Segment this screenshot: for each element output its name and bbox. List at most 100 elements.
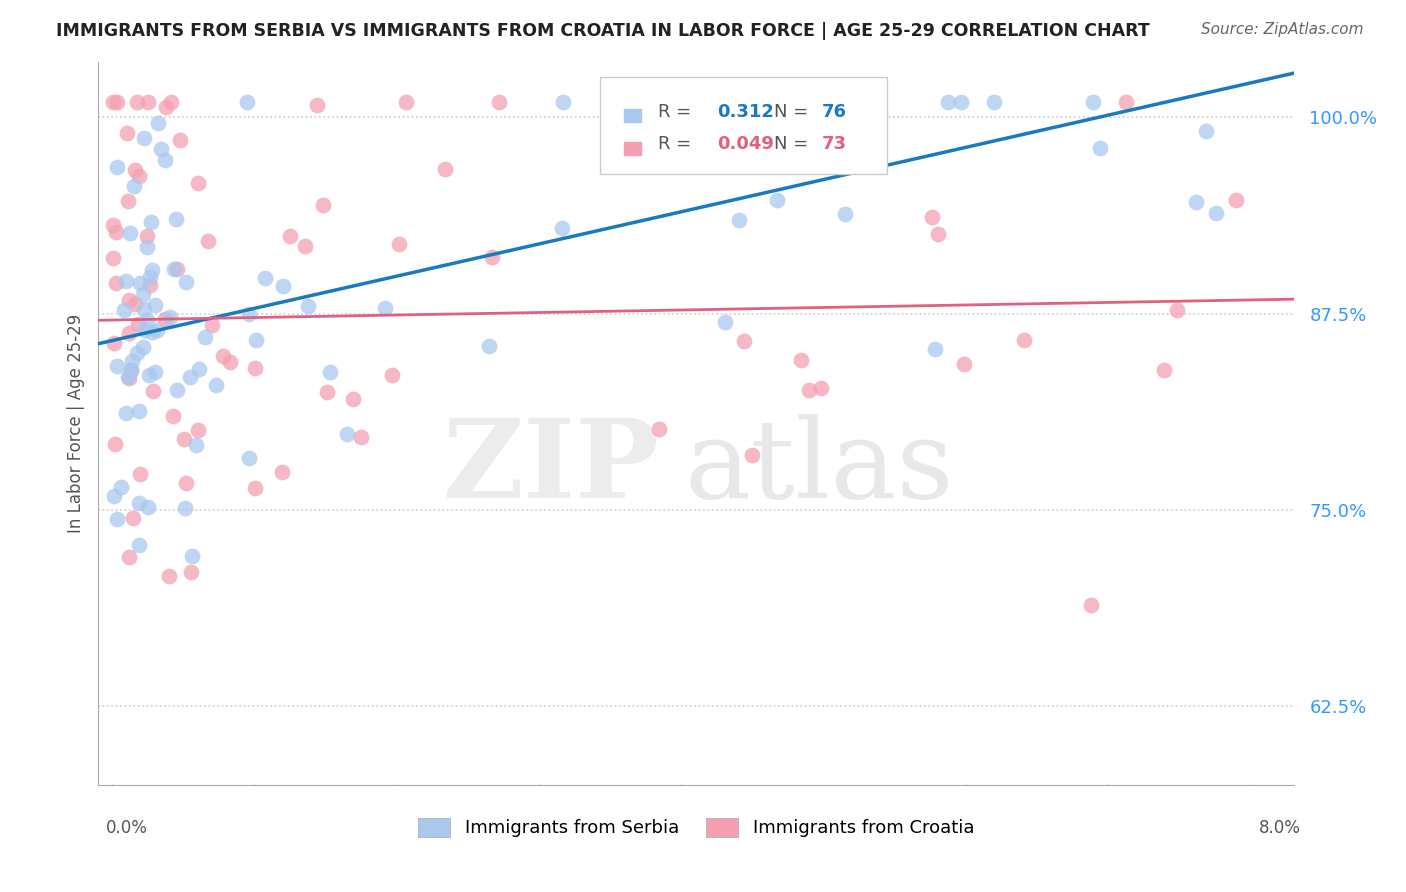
Text: 76: 76 [821,103,846,120]
Point [120,362,142,376]
Point [307,98,329,112]
Point [212,349,235,363]
Point [766,193,789,207]
Point [1012,334,1035,348]
Y-axis label: In Labor Force | Age 25-29: In Labor Force | Age 25-29 [66,314,84,533]
Text: R =: R = [658,103,697,120]
Point [117,371,139,385]
Point [194,330,217,344]
Point [155,312,177,326]
Point [374,301,396,315]
Point [118,326,141,340]
Point [165,212,187,227]
Point [141,263,163,277]
Point [727,213,749,227]
Point [1115,95,1137,109]
Point [155,100,177,114]
Point [184,437,207,451]
Point [294,238,316,252]
Point [124,297,146,311]
Point [115,274,138,288]
Point [187,424,209,438]
Point [434,162,457,177]
Point [271,279,294,293]
Point [1225,193,1247,207]
Point [153,153,176,167]
Point [146,116,169,130]
Point [117,194,139,209]
Point [551,95,574,109]
Point [110,480,132,494]
Point [983,95,1005,109]
Point [105,359,128,374]
Point [134,301,156,316]
Point [733,334,755,349]
Point [132,340,155,354]
Point [138,368,160,382]
Point [135,313,157,327]
Point [180,549,202,564]
Point [124,163,146,178]
Point [488,95,510,109]
Point [174,275,197,289]
Point [1153,363,1175,377]
Point [238,450,260,465]
Point [139,215,162,229]
Point [205,377,228,392]
Text: 73: 73 [821,135,846,153]
Point [143,298,166,312]
Point [101,251,124,265]
Point [834,207,856,221]
Point [128,496,150,510]
Point [245,361,267,376]
Point [128,169,150,183]
Point [187,176,209,190]
Point [120,363,142,377]
Point [132,131,155,145]
Point [132,287,155,301]
Point [1195,123,1218,137]
Point [166,383,188,397]
Point [238,307,260,321]
Point [122,179,145,194]
Point [162,409,184,424]
Point [121,511,143,525]
Point [921,210,943,224]
Point [950,95,973,109]
Point [143,365,166,379]
Point [125,95,148,109]
Point [129,276,152,290]
Text: 0.0%: 0.0% [105,819,148,837]
Point [381,368,404,383]
Point [114,406,136,420]
Point [551,220,574,235]
FancyBboxPatch shape [624,142,641,155]
Point [311,197,333,211]
Point [162,261,184,276]
Text: 8.0%: 8.0% [1258,819,1301,837]
Point [197,234,219,248]
Point [1166,303,1188,318]
Point [714,315,737,329]
Point [160,95,183,109]
Point [141,325,163,339]
Point [201,318,224,333]
Point [105,511,128,525]
Text: N =: N = [773,135,814,153]
Point [790,353,813,368]
Point [128,538,150,552]
Point [1185,195,1208,210]
Point [924,342,946,356]
Point [1205,205,1227,219]
Point [953,357,976,371]
Point [157,569,180,583]
Point [245,333,267,347]
Point [316,384,339,399]
Point [174,475,197,490]
Point [127,317,149,331]
Point [395,95,418,109]
Point [179,369,201,384]
Point [105,276,128,290]
Point [481,250,503,264]
Point [128,467,150,481]
